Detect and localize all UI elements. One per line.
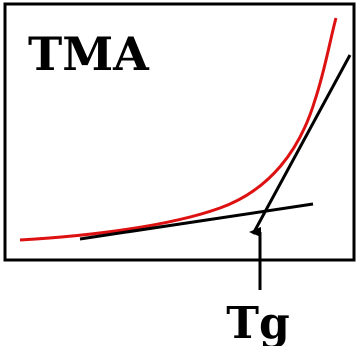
baseline-tangent: [79, 202, 314, 241]
plot-frame: [3, 2, 356, 262]
steep-tangent: [251, 54, 352, 235]
diagram-title: TMA: [28, 27, 150, 81]
tg-label: Tg: [226, 298, 290, 346]
tma-curve: [19, 17, 338, 242]
